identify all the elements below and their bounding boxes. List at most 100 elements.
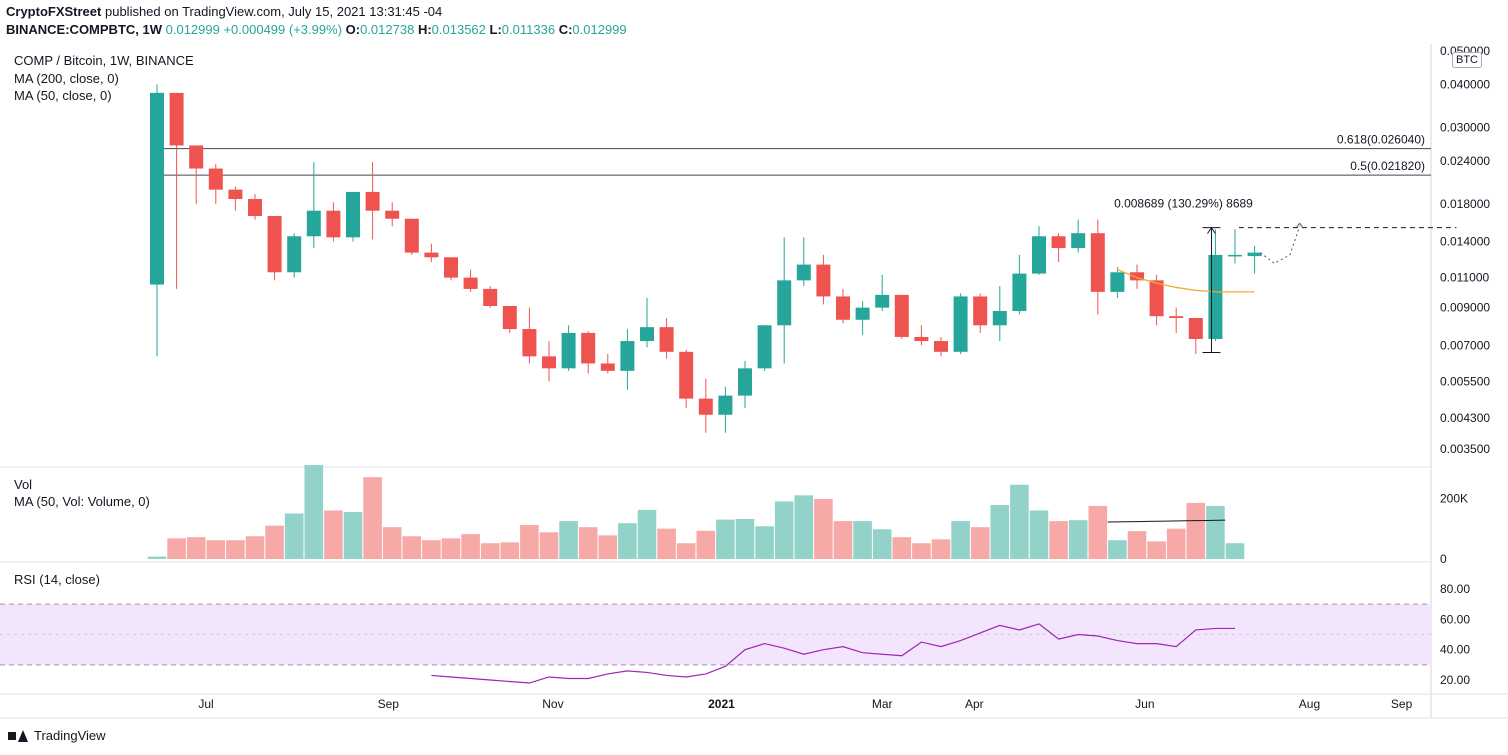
candle-body xyxy=(973,296,988,326)
candle-body xyxy=(698,398,713,415)
candle-body xyxy=(836,296,850,320)
fibonacci-levels: 0.618(0.026040) 0.5(0.021820) xyxy=(150,133,1431,176)
candle-body xyxy=(1228,254,1242,257)
legend-rsi[interactable]: RSI (14, close) xyxy=(14,572,100,587)
candle-body xyxy=(228,189,243,199)
candle-body xyxy=(738,368,752,396)
legend-volume-ma[interactable]: MA (50, Vol: Volume, 0) xyxy=(14,494,150,509)
price-tick-label: 0.030000 xyxy=(1440,120,1490,134)
legend-ma200[interactable]: MA (200, close, 0) xyxy=(14,71,119,86)
publisher-name[interactable]: CryptoFXStreet xyxy=(6,4,102,19)
price-tick-label: 0.009000 xyxy=(1440,301,1490,315)
volume-bar xyxy=(1010,484,1029,559)
volume-bar xyxy=(637,509,657,559)
candle-body xyxy=(1090,233,1105,292)
annotations: 0.008689 (130.29%) 8689 xyxy=(1114,197,1457,353)
candle-body xyxy=(502,305,517,330)
volume-bar xyxy=(1108,540,1127,559)
candle-body xyxy=(1071,233,1086,249)
rsi-tick-label: 20.00 xyxy=(1440,673,1470,687)
candle-body xyxy=(894,294,909,337)
tradingview-logo-icon xyxy=(8,729,28,743)
candle-body xyxy=(208,168,223,190)
candle-body xyxy=(816,264,831,297)
publish-info: published on TradingView.com, July 15, 2… xyxy=(104,4,443,19)
candle-body xyxy=(287,236,302,273)
volume-bar xyxy=(774,501,794,559)
price-tick-label: 0.011000 xyxy=(1440,271,1489,285)
time-tick-label: Apr xyxy=(965,697,984,711)
candle-body xyxy=(1110,272,1125,292)
volume-tick-label: 0 xyxy=(1440,552,1447,566)
candle-body xyxy=(777,280,792,326)
candle-body xyxy=(1149,280,1164,317)
time-tick-label: Aug xyxy=(1299,697,1320,711)
candle-body xyxy=(934,341,948,352)
time-tick-label: Sep xyxy=(1391,697,1413,711)
price-tick-label: 0.014000 xyxy=(1440,235,1490,249)
tradingview-brand[interactable]: TradingView xyxy=(8,728,106,743)
volume-bar xyxy=(186,537,206,559)
candle-body xyxy=(855,307,870,320)
ma50-line xyxy=(1117,269,1255,293)
volume-bar xyxy=(1127,531,1147,559)
legend-ma50[interactable]: MA (50, close, 0) xyxy=(14,88,112,103)
candle-body xyxy=(914,336,929,342)
volume-bar xyxy=(363,477,382,559)
volume-bar xyxy=(1068,520,1088,559)
volume-bar xyxy=(676,543,696,559)
candle-body xyxy=(1051,236,1066,249)
candle-body xyxy=(424,252,439,258)
candle-body xyxy=(463,277,478,289)
axes: 0.0500000.0400000.0300000.0240000.018000… xyxy=(198,44,1490,711)
time-tick-label: 2021 xyxy=(708,697,735,711)
volume-bar xyxy=(1166,528,1186,559)
volume-bar xyxy=(951,521,970,559)
legend-title[interactable]: COMP / Bitcoin, 1W, BINANCE xyxy=(14,53,194,68)
candle-body xyxy=(306,210,321,237)
volume-bar xyxy=(206,540,226,559)
price-change: 0.012999 +0.000499 (+3.99%) xyxy=(165,22,342,37)
time-tick-label: Sep xyxy=(378,697,400,711)
candle-body xyxy=(1032,236,1046,274)
time-tick-label: Nov xyxy=(542,697,563,711)
volume-ma-line xyxy=(1107,519,1226,523)
candle-body xyxy=(522,329,537,357)
volume-bar xyxy=(833,521,853,559)
volume-bar xyxy=(402,536,422,559)
projection-path xyxy=(1260,226,1301,264)
volume-bar xyxy=(324,510,343,559)
volume-bar xyxy=(265,525,284,559)
volume-bar xyxy=(500,542,520,559)
high-value: 0.013562 xyxy=(431,22,486,37)
publisher-line: CryptoFXStreet published on TradingView.… xyxy=(6,4,442,19)
candle-body xyxy=(542,356,556,369)
volume-bar xyxy=(912,543,931,559)
volume-bar xyxy=(1088,505,1108,559)
volume-bar xyxy=(520,525,539,559)
volume-bar xyxy=(1029,510,1049,559)
volume-bar xyxy=(461,534,480,559)
measure-label: 0.008689 (130.29%) 8689 xyxy=(1114,197,1253,211)
legend-volume[interactable]: Vol xyxy=(14,477,33,492)
volume-bar xyxy=(559,521,578,559)
price-tick-label: 0.024000 xyxy=(1440,154,1490,168)
time-tick-label: Jul xyxy=(198,697,213,711)
price-tick-label: 0.003500 xyxy=(1440,442,1490,456)
brand-label: TradingView xyxy=(34,728,106,743)
candle-body xyxy=(1208,254,1223,339)
volume-bar xyxy=(931,539,951,559)
candle-body xyxy=(679,351,694,399)
time-tick-label: Jun xyxy=(1135,697,1154,711)
candle-body xyxy=(444,257,458,278)
candle-body xyxy=(169,92,184,146)
volume-bar xyxy=(598,535,618,559)
fib-level-label: 0.618(0.026040) xyxy=(1337,133,1425,147)
volume-bar xyxy=(1206,505,1225,559)
price-tick-label: 0.040000 xyxy=(1440,77,1490,91)
price-tick-label: 0.005500 xyxy=(1440,374,1490,388)
open-label: O: xyxy=(345,22,361,37)
volume-bar xyxy=(441,538,461,559)
candle-body xyxy=(1169,316,1184,318)
rsi-line xyxy=(431,623,1235,684)
